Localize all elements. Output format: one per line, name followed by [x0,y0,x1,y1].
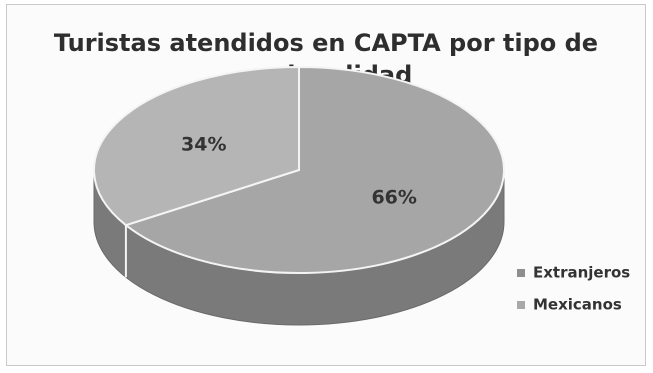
chart-frame: Turistas atendidos en CAPTA por tipo de … [6,4,646,366]
pie-slice-extranjeros [123,65,505,274]
data-label-mexicanos: 34% [181,134,226,156]
data-label-extranjeros: 66% [371,186,416,208]
legend-label-extranjeros: Extranjeros [533,263,631,282]
legend-item-mexicanos: Mexicanos [517,295,653,314]
legend-item-extranjeros: Extranjeros [517,263,653,282]
legend-label-mexicanos: Mexicanos [533,295,622,314]
pie-chart: 66% 34% [93,65,505,326]
legend-swatch-mexicanos [517,300,525,309]
chart-title-line1: Turistas atendidos en CAPTA por tipo de [53,29,599,57]
legend-swatch-extranjeros [517,268,525,277]
pie-slice-mexicanos [93,65,300,227]
